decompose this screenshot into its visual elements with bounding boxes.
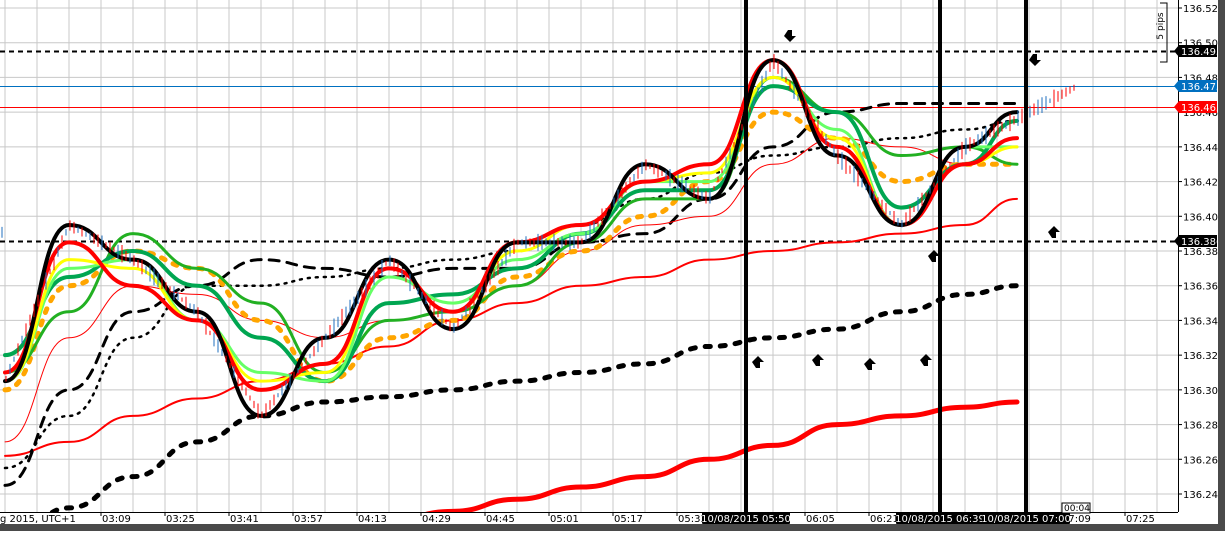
- series-ma-green-thick-: [3, 84, 1019, 384]
- vertical-markers: [744, 0, 1028, 512]
- x-tick-label: 07:09: [1062, 514, 1091, 525]
- price-tag-label: 136.463: [1181, 103, 1222, 114]
- series-ma-yellow: [3, 75, 1019, 383]
- arrow-up-icon: [864, 358, 876, 370]
- x-tick-label: 03:57: [294, 514, 323, 525]
- pip-ruler-label: 5 pips: [1156, 12, 1166, 40]
- x-tick-label: 06:05: [806, 514, 835, 525]
- x-tick-label: 04:45: [486, 514, 515, 525]
- time-marker-tag: [982, 512, 1070, 524]
- price-tags: 136.495 136.475 136.463 136.386: [1174, 45, 1222, 248]
- series-price-close-: [3, 58, 1019, 418]
- y-tick-label: 136.320: [1183, 351, 1224, 362]
- countdown-box: [1061, 502, 1091, 514]
- x-tick-label: 07:25: [1126, 514, 1155, 525]
- series-ma-light-green: [3, 75, 1019, 383]
- countdown-label: 00:04: [1064, 504, 1090, 514]
- price-tag: [1174, 101, 1217, 113]
- price-tag-label: 136.386: [1181, 237, 1222, 248]
- series-ma-red-medium: [4, 197, 1018, 457]
- y-tick-label: 136.260: [1183, 455, 1224, 466]
- price-tag-label: 136.495: [1181, 47, 1222, 58]
- x-tick-label: 04:13: [358, 514, 387, 525]
- time-marker-tag: [896, 512, 984, 524]
- x-tick-label: 05:17: [614, 514, 643, 525]
- y-tick-label: 136.440: [1183, 143, 1224, 154]
- x-tick-label: 04:29: [422, 514, 451, 525]
- y-tick-label: 136.460: [1183, 108, 1224, 119]
- y-tick-label: 136.500: [1183, 39, 1224, 50]
- x-axis-start-label: g 2015, UTC+1: [0, 514, 76, 525]
- series-ma-black-dotted-slow: [25, 283, 1020, 536]
- arrow-up-icon: [920, 354, 932, 366]
- y-tick-label: 136.520: [1183, 4, 1224, 15]
- y-tick-label: 136.380: [1183, 247, 1224, 258]
- time-marker-tag: [702, 512, 790, 524]
- x-tick-label: 05:01: [550, 514, 579, 525]
- y-tick-label: 136.300: [1183, 386, 1224, 397]
- y-tick-label: 136.340: [1183, 316, 1224, 327]
- y-tick-label: 136.400: [1183, 212, 1224, 223]
- x-tick-label: 03:41: [230, 514, 259, 525]
- y-tick-label: 136.420: [1183, 178, 1224, 189]
- time-marker-label: 10/08/2015 07:00: [981, 514, 1071, 525]
- pip-ruler: [1160, 2, 1168, 63]
- y-tick-label: 136.280: [1183, 421, 1224, 432]
- price-tag: [1174, 235, 1217, 247]
- x-tick-label: 05:33: [678, 514, 707, 525]
- arrow-down-icon: [784, 30, 796, 42]
- y-tick-label: 136.360: [1183, 282, 1224, 293]
- x-tick-label: 03:25: [166, 514, 195, 525]
- indicator-lines: [1, 54, 1075, 536]
- arrow-up-icon: [928, 250, 940, 262]
- series-ma-red-thick-slow: [290, 399, 1020, 536]
- series-ma-orange-dotted: [2, 109, 1020, 393]
- price-tag: [1174, 45, 1217, 57]
- arrow-up-icon: [1048, 226, 1060, 238]
- bottom-frame: [0, 524, 1225, 531]
- arrow-down-icon: [1029, 54, 1041, 66]
- series-ma-green-slow-: [3, 75, 1019, 374]
- x-tick-label: 06:21: [870, 514, 899, 525]
- grid: [0, 0, 1178, 512]
- arrow-up-icon: [752, 356, 764, 368]
- y-tick-label: 136.240: [1183, 490, 1224, 501]
- time-marker-label: 10/08/2015 05:50: [701, 514, 791, 525]
- y-tick-label: 136.480: [1183, 73, 1224, 84]
- arrow-up-icon: [812, 354, 824, 366]
- price-tag: [1174, 80, 1217, 92]
- price-tag-label: 136.475: [1181, 82, 1222, 93]
- x-tick-label: 03:09: [102, 514, 131, 525]
- signal-arrows: [752, 30, 1060, 370]
- right-frame: [1218, 0, 1225, 531]
- time-marker-label: 10/08/2015 06:39: [895, 514, 985, 525]
